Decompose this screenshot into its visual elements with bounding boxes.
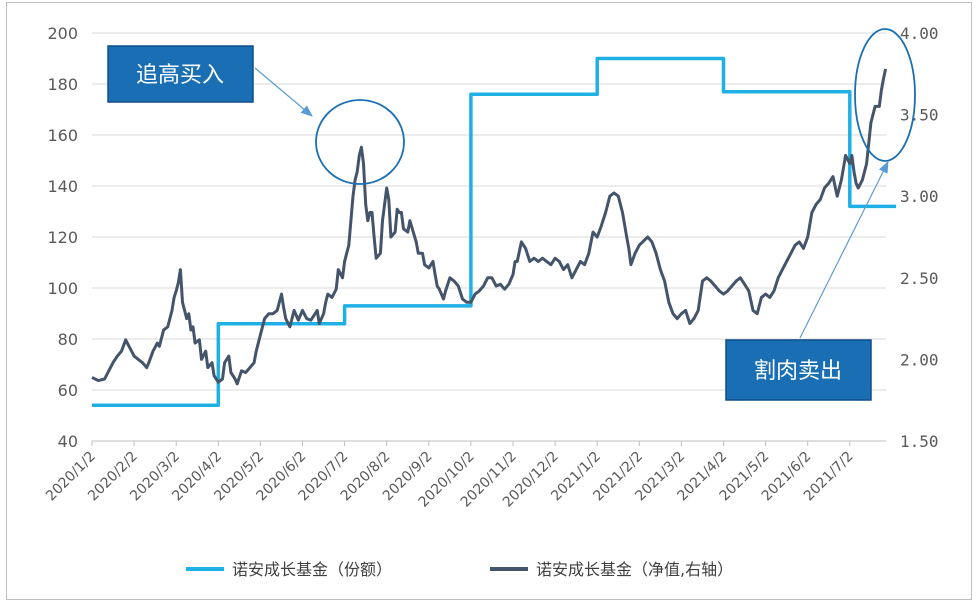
buy-annotation: 追高买入	[107, 45, 405, 185]
sell-annotation: 割肉卖出	[725, 28, 916, 401]
left-tick-label: 200	[47, 24, 78, 43]
left-tick-label: 100	[47, 279, 78, 298]
series-line-shares	[92, 56, 897, 408]
left-tick-label: 60	[58, 381, 78, 400]
sell-arrow	[799, 160, 889, 339]
left-tick-label: 160	[47, 126, 78, 145]
series-layer	[91, 56, 897, 408]
left-tick-label: 120	[47, 228, 78, 247]
buy-arrow	[254, 67, 313, 117]
left-axis-ticks: 40 60 80 100 120 140 160 180 200	[47, 24, 78, 451]
right-tick-label: 3.50	[900, 106, 939, 125]
sell-callout-label: 割肉卖出	[754, 359, 842, 384]
right-tick-label: 3.00	[900, 187, 939, 206]
series-line-nav	[91, 68, 888, 386]
buy-callout-label: 追高买入	[136, 63, 224, 88]
right-tick-label: 2.50	[900, 269, 939, 288]
right-tick-label: 1.50	[900, 432, 939, 451]
sell-callout-box	[725, 339, 872, 401]
legend-label-shares: 诺安成长基金（份额）	[232, 560, 392, 579]
sell-peak-circle	[854, 28, 916, 162]
buy-peak-circle	[315, 99, 405, 185]
legend-label-nav: 诺安成长基金（净值,右轴）	[536, 560, 733, 579]
left-tick-label: 180	[47, 75, 78, 94]
right-axis-ticks: 1.50 2.00 2.50 3.00 3.50 4.00	[900, 24, 939, 451]
x-axis-ticks: 2020/1/22020/2/22020/3/22020/4/22020/5/2…	[43, 441, 857, 511]
left-tick-label: 80	[58, 330, 78, 349]
right-tick-label: 4.00	[900, 24, 939, 43]
buy-callout-box	[107, 45, 254, 103]
legend: 诺安成长基金（份额） 诺安成长基金（净值,右轴）	[186, 560, 733, 579]
left-tick-label: 140	[47, 177, 78, 196]
left-tick-label: 40	[58, 432, 78, 451]
chart-frame	[6, 2, 972, 600]
right-tick-label: 2.00	[900, 350, 939, 369]
